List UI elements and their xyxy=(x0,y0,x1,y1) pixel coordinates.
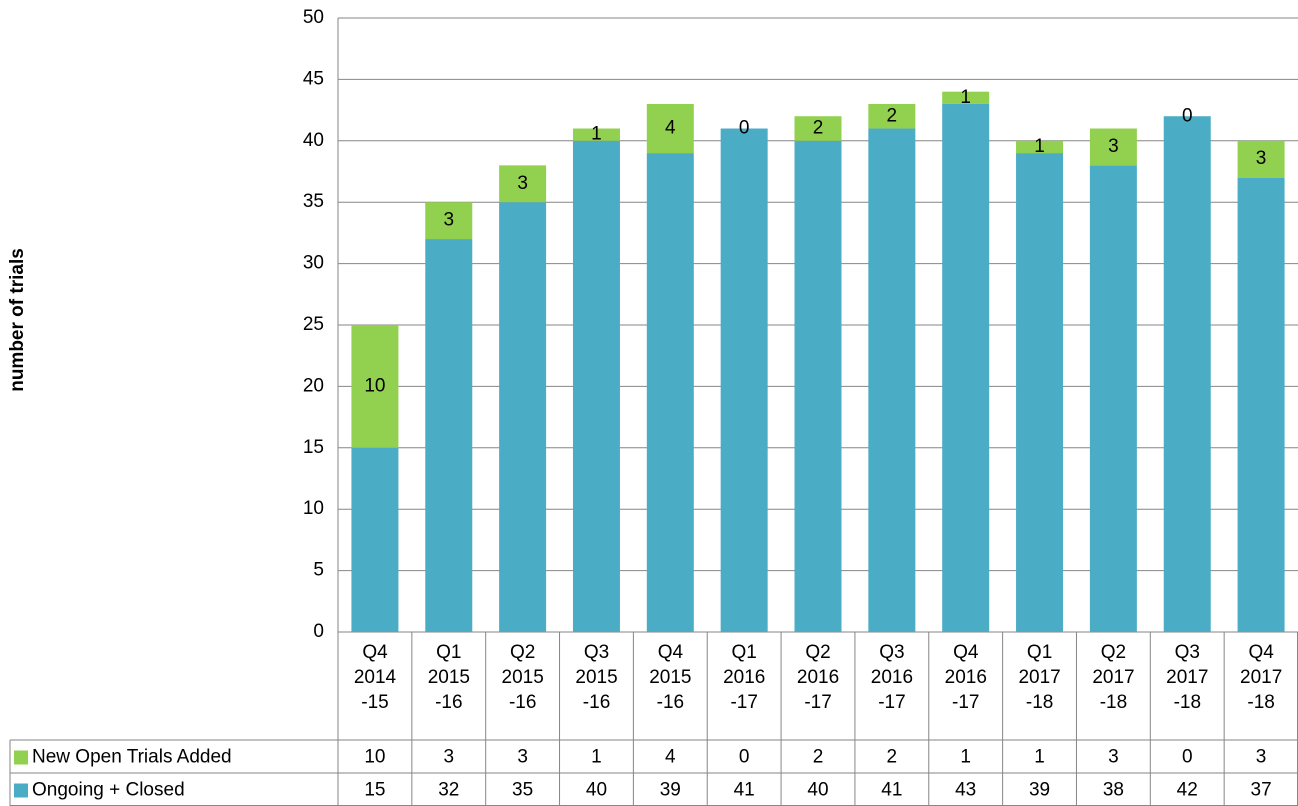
table-value: 42 xyxy=(1177,780,1198,801)
data-label: 3 xyxy=(1256,148,1267,169)
category-label: Q1 2017 -18 xyxy=(1018,642,1061,713)
y-tick-label: 15 xyxy=(303,437,324,458)
table-value: 4 xyxy=(665,747,676,768)
table-value: 3 xyxy=(517,747,528,768)
table-value: 15 xyxy=(364,780,385,801)
category-label: Q3 2016 -17 xyxy=(870,642,914,713)
legend-swatch xyxy=(14,750,28,765)
bar-segment xyxy=(499,202,547,632)
category-label: Q3 2017 -18 xyxy=(1166,642,1209,713)
bar-segment xyxy=(1237,177,1285,632)
table-value: 2 xyxy=(887,747,898,768)
bar-segment xyxy=(1016,153,1064,632)
category-label: Q4 2017 -18 xyxy=(1240,642,1283,713)
table-value: 37 xyxy=(1251,780,1272,801)
bar-segment xyxy=(942,103,990,632)
data-label: 3 xyxy=(517,173,528,194)
data-label: 4 xyxy=(665,118,676,139)
category-label: Q3 2015 -16 xyxy=(575,642,618,713)
category-label: Q2 2015 -16 xyxy=(501,642,544,713)
y-tick-label: 50 xyxy=(303,7,324,28)
y-tick-label: 5 xyxy=(313,560,324,581)
y-tick-label: 30 xyxy=(303,253,324,274)
data-label: 0 xyxy=(739,118,750,139)
table-value: 3 xyxy=(1256,747,1267,768)
bar-segment xyxy=(794,140,842,633)
table-value: 1 xyxy=(1034,747,1045,768)
bar-segment xyxy=(425,202,473,240)
table-value: 40 xyxy=(807,780,828,801)
table-value: 1 xyxy=(960,747,971,768)
bar-segment xyxy=(425,239,473,633)
bar-segment xyxy=(351,447,399,632)
table-value: 32 xyxy=(438,780,459,801)
legend-label: New Open Trials Added xyxy=(32,747,232,768)
table-value: 3 xyxy=(1108,747,1119,768)
data-label: 1 xyxy=(1034,136,1045,157)
bar-segment xyxy=(351,325,399,448)
table-value: 10 xyxy=(364,747,385,768)
table-value: 43 xyxy=(955,780,976,801)
bar-segment xyxy=(1163,116,1211,633)
data-label: 2 xyxy=(813,118,824,139)
bar-segment xyxy=(1016,140,1064,154)
table-value: 38 xyxy=(1103,780,1124,801)
category-label: Q2 2016 -17 xyxy=(796,642,840,713)
bar-segment xyxy=(646,103,694,154)
table-value: 3 xyxy=(443,747,454,768)
category-label: Q4 2015 -16 xyxy=(649,642,692,713)
y-tick-label: 35 xyxy=(303,191,324,212)
y-tick-label: 20 xyxy=(303,375,324,396)
data-label: 1 xyxy=(591,124,602,145)
bar-segment xyxy=(499,165,547,203)
legend-swatch xyxy=(14,783,28,798)
table-value: 1 xyxy=(591,747,602,768)
y-tick-label: 40 xyxy=(303,130,324,151)
table-value: 2 xyxy=(813,747,824,768)
table-value: 35 xyxy=(512,780,533,801)
table-value: 0 xyxy=(739,747,750,768)
category-label: Q1 2016 -17 xyxy=(723,642,766,713)
y-tick-label: 45 xyxy=(303,68,324,89)
bar-segment xyxy=(572,128,620,141)
bar-segment xyxy=(1089,128,1137,166)
data-label: 0 xyxy=(1182,105,1193,126)
bar-segment xyxy=(794,116,842,141)
y-tick-label: 0 xyxy=(313,621,324,642)
y-tick-label: 25 xyxy=(303,314,324,335)
bar-segment xyxy=(868,103,916,129)
table-value: 0 xyxy=(1182,747,1193,768)
table-value: 41 xyxy=(734,780,755,801)
category-label: Q2 2017 -18 xyxy=(1092,642,1135,713)
bar-segment xyxy=(942,91,990,104)
bar-segment xyxy=(572,140,620,633)
table-value: 39 xyxy=(660,780,681,801)
table-value: 39 xyxy=(1029,780,1050,801)
bar-segment xyxy=(1089,165,1137,633)
category-label: Q1 2015 -16 xyxy=(427,642,470,713)
data-label: 10 xyxy=(364,375,385,396)
data-label: 3 xyxy=(443,210,454,231)
category-label: Q4 2016 -17 xyxy=(944,642,987,713)
y-axis-label: number of trials xyxy=(7,248,28,392)
data-label: 2 xyxy=(887,105,898,126)
table-value: 41 xyxy=(881,780,902,801)
table-value: 40 xyxy=(586,780,607,801)
bar-segment xyxy=(1237,140,1285,178)
data-label: 1 xyxy=(960,87,971,108)
bar-segment xyxy=(868,128,916,632)
category-label: Q4 2014 -15 xyxy=(353,642,397,713)
bar-segment xyxy=(720,128,768,632)
bar-segment xyxy=(646,153,694,632)
legend-label: Ongoing + Closed xyxy=(32,780,185,801)
y-tick-label: 10 xyxy=(303,498,324,519)
data-label: 3 xyxy=(1108,136,1119,157)
